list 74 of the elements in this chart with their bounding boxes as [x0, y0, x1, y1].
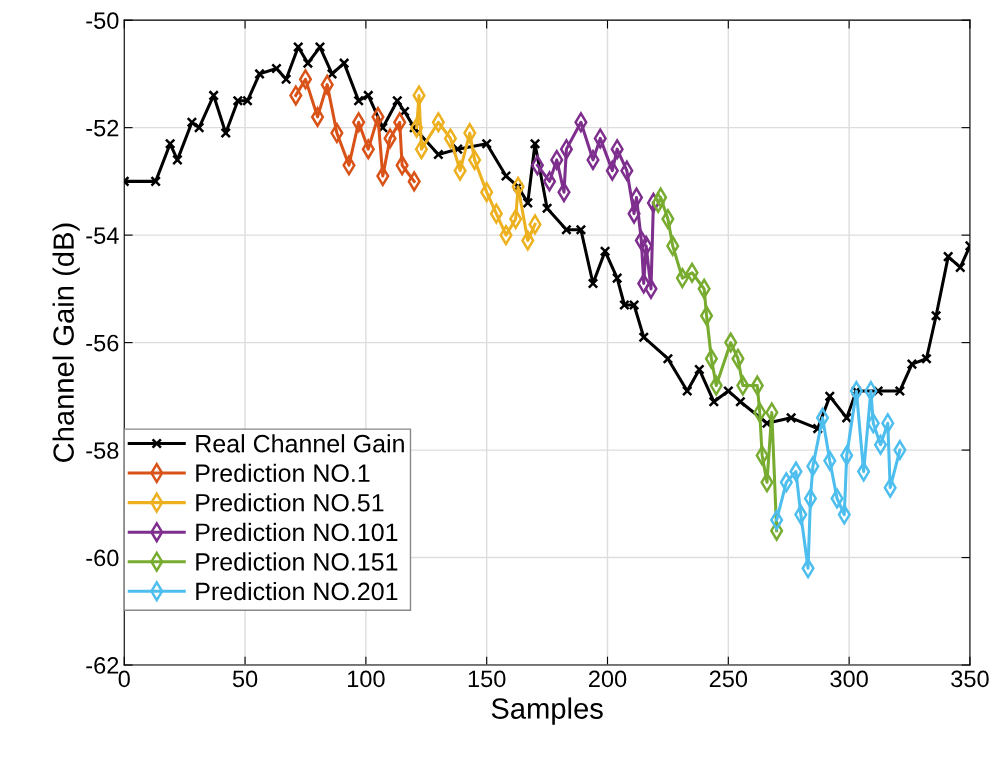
point — [338, 57, 350, 69]
legend-label: Prediction NO.151 — [196, 552, 398, 571]
point — [906, 358, 918, 370]
point — [208, 89, 220, 101]
legend-label: Prediction NO.51 — [196, 493, 384, 512]
x-tick-label: 350 — [951, 670, 989, 688]
point — [186, 116, 198, 128]
point — [824, 390, 836, 402]
point — [150, 175, 162, 187]
point — [452, 143, 464, 155]
point — [522, 197, 534, 209]
point — [542, 171, 557, 192]
point — [693, 364, 705, 375]
point — [681, 385, 693, 397]
y-tick-label: -50 — [86, 12, 119, 29]
point — [481, 138, 493, 150]
y-axis-title: Channel Gain (dB) — [52, 223, 80, 462]
x-tick-label: 250 — [709, 670, 748, 688]
point — [575, 224, 587, 236]
point — [353, 95, 365, 107]
x-tick-label: 300 — [830, 670, 868, 688]
y-tick-label: -62 — [86, 657, 119, 674]
point — [362, 89, 374, 101]
point — [930, 310, 942, 322]
point — [298, 69, 313, 90]
point — [921, 353, 932, 365]
point — [314, 41, 326, 53]
point — [292, 41, 304, 53]
point — [708, 396, 720, 408]
y-tick-label: -52 — [86, 119, 119, 137]
point — [599, 245, 611, 257]
point — [873, 434, 888, 455]
point — [638, 331, 650, 343]
point — [280, 73, 292, 85]
point — [220, 127, 232, 139]
point — [561, 224, 572, 236]
point — [171, 154, 183, 166]
point — [432, 149, 444, 160]
x-tick-label: 0 — [118, 670, 130, 688]
point — [954, 261, 966, 273]
point — [722, 385, 734, 397]
point — [326, 68, 338, 80]
point — [500, 170, 512, 182]
point — [803, 488, 818, 509]
point — [894, 385, 906, 397]
x-tick-label: 50 — [232, 670, 258, 688]
point — [271, 63, 282, 74]
point — [662, 353, 674, 365]
y-tick-label: -60 — [86, 549, 119, 567]
point — [541, 202, 553, 214]
y-tick-label: -56 — [86, 334, 119, 352]
point — [254, 68, 265, 80]
point — [164, 138, 176, 150]
point — [193, 122, 205, 134]
point — [611, 272, 623, 284]
x-axis-title: Samples — [491, 697, 603, 725]
point — [734, 396, 746, 408]
y-tick-label: -58 — [86, 442, 119, 459]
legend-label: Prediction NO.101 — [196, 522, 398, 542]
x-tick-label: 200 — [588, 670, 627, 688]
point — [629, 187, 644, 208]
point — [815, 407, 830, 428]
legend-label: Real Channel Gain — [196, 434, 404, 453]
x-tick-label: 150 — [468, 670, 506, 688]
x-tick-label: 100 — [347, 670, 385, 688]
y-tick-label: -54 — [86, 227, 119, 244]
point — [529, 138, 541, 150]
point — [399, 106, 410, 117]
point — [942, 251, 954, 263]
legend-label: Prediction NO.1 — [196, 463, 370, 483]
legend-label: Prediction NO.201 — [196, 581, 398, 601]
point — [785, 412, 797, 424]
point — [841, 412, 853, 424]
point — [587, 278, 599, 289]
